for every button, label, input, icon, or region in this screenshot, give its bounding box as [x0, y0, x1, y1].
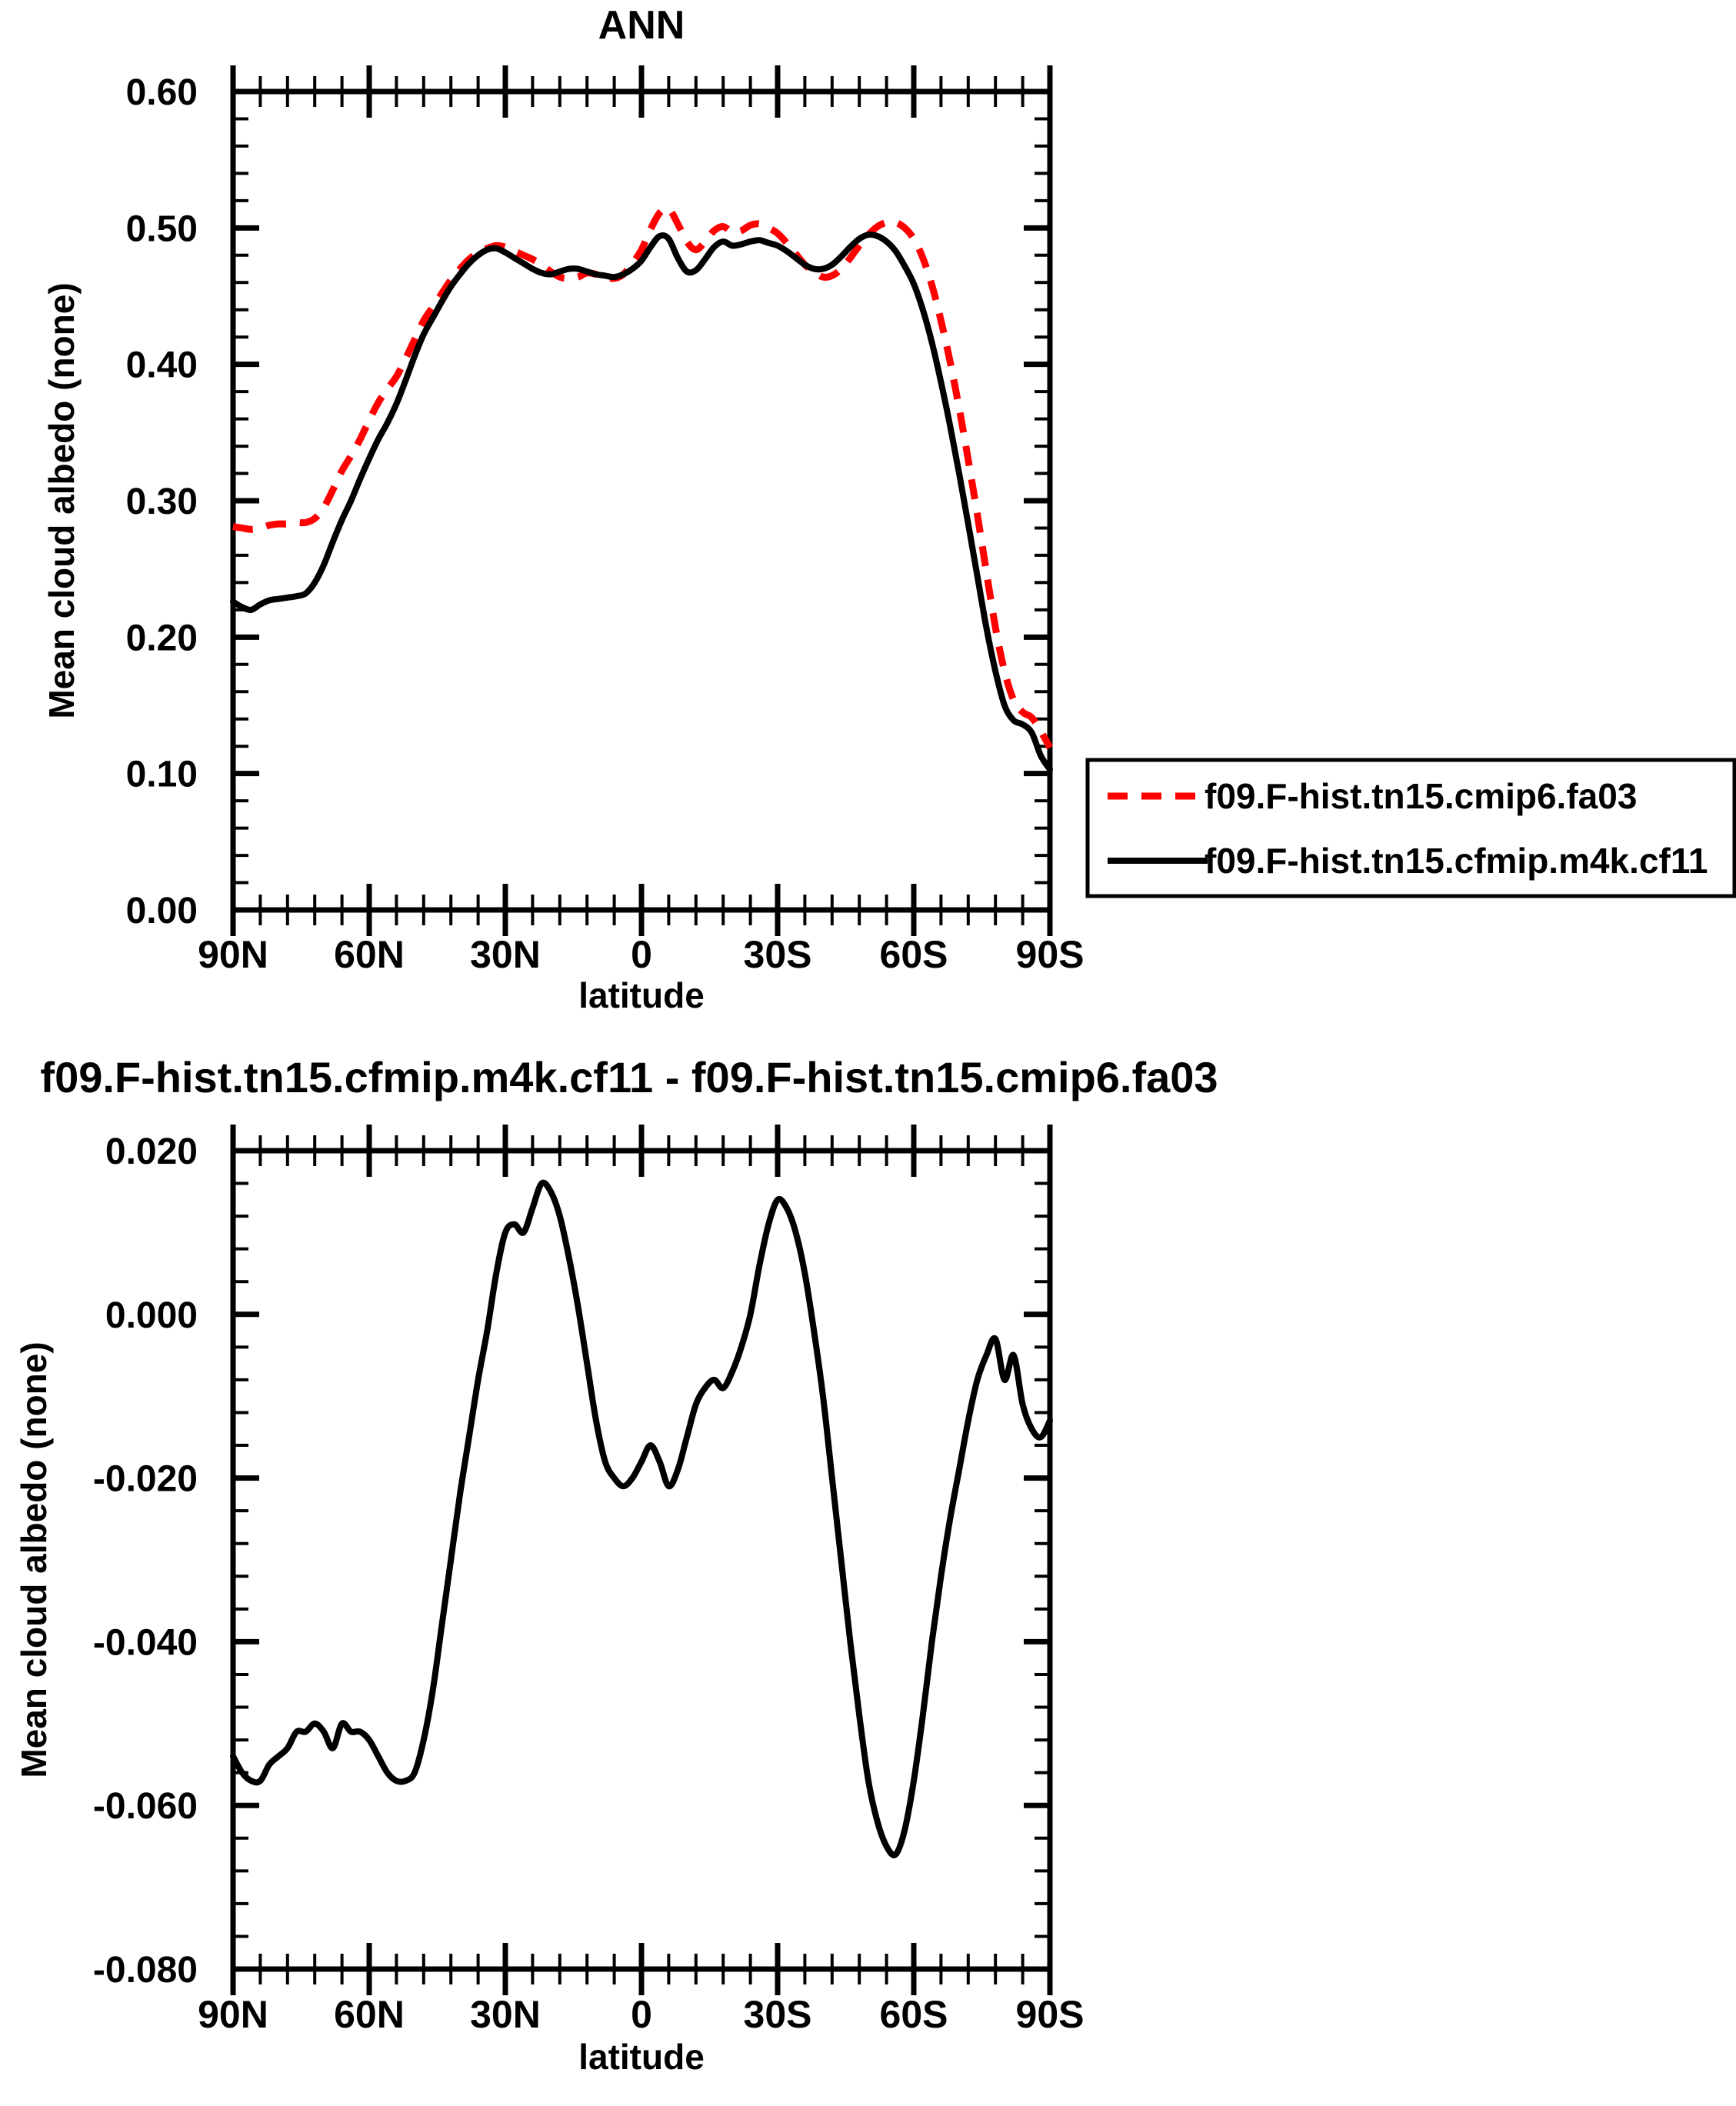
bottom-panel-x-ticks: 90N 60N 30N 0 30S 60S 90S	[198, 1125, 1084, 2036]
x-tick-label: 30S	[744, 1993, 812, 2036]
legend-box	[1085, 758, 1736, 898]
x-tick-label: 90N	[198, 1993, 268, 2036]
x-tick-label: 60N	[334, 933, 405, 976]
y-tick-label: 0.40	[126, 345, 198, 386]
x-tick-label: 60S	[880, 933, 948, 976]
bottom-panel-frame	[230, 1148, 1053, 1972]
bottom-panel-x-axis-label: latitude	[578, 2037, 705, 2077]
top-panel-x-ticks: 90N 60N 30N 0 30S 60S 90S	[198, 65, 1084, 976]
legend: f09.F-hist.tn15.cmip6.fa03 f09.F-hist.tn…	[1085, 758, 1736, 898]
legend-label-cfmip-m4k-cf11: f09.F-hist.tn15.cfmip.m4k.cf11	[1205, 841, 1708, 881]
y-tick-label: 0.20	[126, 618, 198, 658]
difference-panel-title: f09.F-hist.tn15.cfmip.m4k.cf11 - f09.F-h…	[40, 1053, 1218, 1101]
bottom-panel: 0.020 0.000 -0.020 -0.040 -0.060 -0.080 90N 60…	[14, 1125, 1084, 2077]
y-tick-label: 0.020	[105, 1131, 198, 1172]
bottom-panel-y-ticks: 0.020 0.000 -0.020 -0.040 -0.060 -0.080	[93, 1131, 1050, 1991]
y-tick-label: 0.30	[126, 482, 198, 522]
bottom-panel-y-axis-label: Mean cloud albedo (none)	[14, 1341, 54, 1778]
y-tick-label: -0.020	[93, 1459, 198, 1500]
y-tick-label: 0.00	[126, 891, 198, 931]
top-panel: ANN 0.00 0.10 0.20 0.30 0.40 0.50 0.60 90N 60N 3…	[42, 3, 1084, 1015]
legend-label-cmip6-fa03: f09.F-hist.tn15.cmip6.fa03	[1205, 776, 1637, 816]
top-panel-title: ANN	[598, 3, 685, 48]
x-tick-label: 90S	[1016, 933, 1085, 976]
x-tick-label: 30N	[470, 933, 541, 976]
x-tick-label: 0	[631, 933, 652, 976]
x-tick-label: 0	[631, 1993, 652, 2036]
top-panel-y-axis-label: Mean cloud albedo (none)	[42, 282, 82, 718]
series-line-cmip6-fa03	[232, 205, 1053, 750]
top-panel-frame	[230, 88, 1053, 913]
y-tick-label: 0.60	[126, 72, 198, 113]
x-tick-label: 60N	[334, 1993, 405, 2036]
y-tick-label: 0.10	[126, 755, 198, 795]
top-panel-y-ticks: 0.00 0.10 0.20 0.30 0.40 0.50 0.60	[126, 72, 1050, 931]
x-tick-label: 30S	[744, 933, 812, 976]
x-tick-label: 60S	[880, 1993, 948, 2036]
x-tick-label: 90S	[1016, 1993, 1085, 2036]
y-tick-label: 0.50	[126, 208, 198, 249]
top-panel-x-axis-label: latitude	[578, 975, 705, 1015]
y-tick-label: 0.000	[105, 1295, 198, 1336]
x-tick-label: 30N	[470, 1993, 541, 2036]
series-line-difference	[230, 1179, 1053, 1858]
y-tick-label: -0.040	[93, 1622, 198, 1663]
x-tick-label: 90N	[198, 933, 268, 976]
series-line-cfmip-m4k-cf11	[230, 232, 1053, 773]
y-tick-label: -0.080	[93, 1950, 198, 1991]
y-tick-label: -0.060	[93, 1786, 198, 1827]
